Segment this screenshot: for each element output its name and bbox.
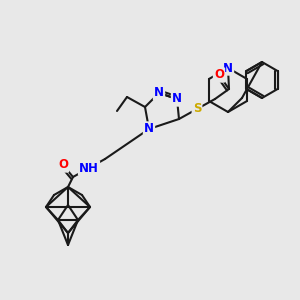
Text: O: O	[58, 158, 68, 172]
Text: N: N	[144, 122, 154, 136]
Text: NH: NH	[79, 161, 99, 175]
Text: S: S	[193, 103, 201, 116]
Text: N: N	[223, 61, 233, 74]
Text: O: O	[214, 68, 224, 82]
Text: N: N	[154, 86, 164, 100]
Text: N: N	[172, 92, 182, 106]
